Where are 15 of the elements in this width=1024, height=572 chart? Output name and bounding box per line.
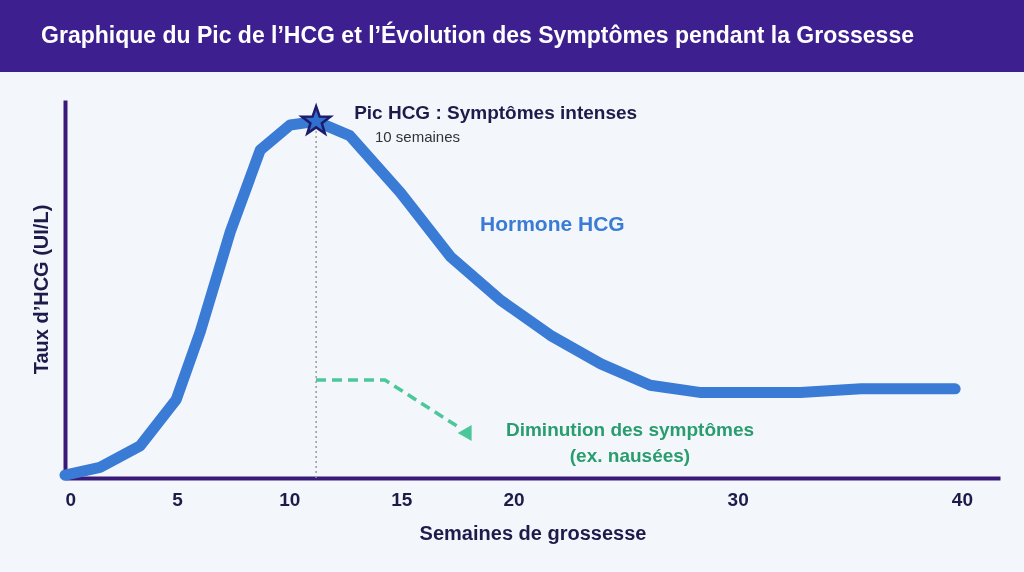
annotation: Pic HCG : Symptômes intenses: [354, 102, 638, 124]
x-axis-title: Semaines de grossesse: [419, 521, 647, 544]
x-tick-label: 20: [503, 488, 525, 510]
annotation: 10 semaines: [375, 128, 461, 145]
chart-title: Graphique du Pic de l’HCG et l’Évolution des Symptômes pendant la Grossesse: [41, 21, 914, 48]
x-tick-label: 0: [65, 488, 77, 510]
annotation: Diminution des symptômes: [505, 419, 755, 440]
x-tick-label: 30: [727, 488, 749, 510]
y-axis-title: Taux d’HCG (UI/L): [29, 204, 52, 375]
x-tick-label: 15: [391, 488, 413, 510]
annotation: (ex. nausées): [569, 445, 691, 466]
series-label: Hormone HCG: [479, 211, 625, 235]
x-tick-label: 5: [172, 488, 184, 510]
x-tick-label: 10: [279, 488, 301, 510]
x-tick-label: 40: [951, 488, 973, 510]
